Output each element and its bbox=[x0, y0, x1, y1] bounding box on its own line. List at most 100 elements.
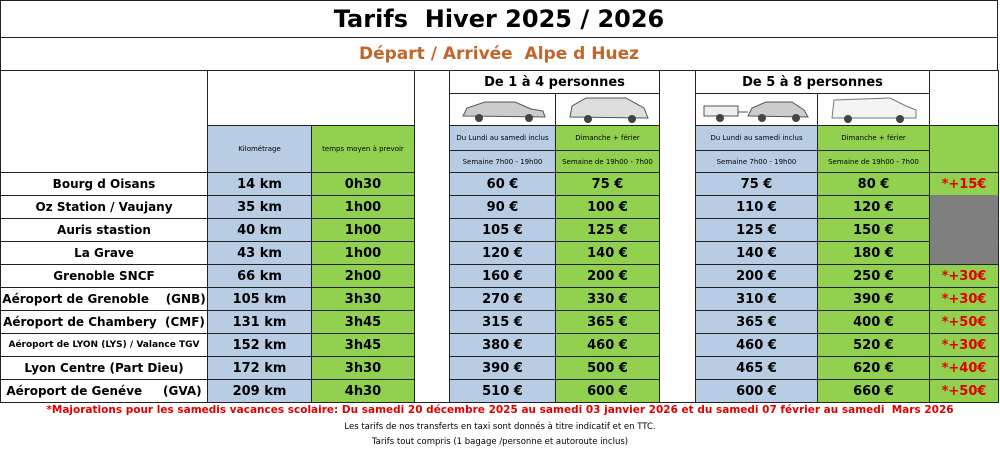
price: 75 € bbox=[695, 172, 818, 196]
destination: Aéroport de Genéve (GVA) bbox=[0, 379, 208, 403]
distance: 35 km bbox=[207, 195, 312, 219]
price: 120 € bbox=[449, 241, 556, 265]
duration: 1h00 bbox=[311, 218, 415, 242]
period-header: Semaine 7h00 - 19h00 bbox=[449, 150, 556, 173]
group-header: De 1 à 4 personnes bbox=[449, 70, 660, 94]
price: 520 € bbox=[817, 333, 930, 357]
footer-note: *Majorations pour les samedis vacances s… bbox=[46, 404, 954, 416]
destination: Aéroport de Grenoble (GNB) bbox=[0, 287, 208, 311]
car-sedan bbox=[462, 101, 546, 122]
duration: 0h30 bbox=[311, 172, 415, 196]
price: 510 € bbox=[449, 379, 556, 403]
distance: 105 km bbox=[207, 287, 312, 311]
price: 380 € bbox=[449, 333, 556, 357]
supplement: *+50€ bbox=[929, 379, 999, 403]
destination: Bourg d Oisans bbox=[0, 172, 208, 196]
price: 125 € bbox=[695, 218, 818, 242]
destination: Aéroport de LYON (LYS) / Valance TGV bbox=[0, 333, 208, 357]
distance: 152 km bbox=[207, 333, 312, 357]
column-header: Du Lundi au samedi inclus bbox=[695, 125, 818, 151]
duration: 3h45 bbox=[311, 310, 415, 334]
price: 200 € bbox=[555, 264, 660, 288]
column-header: Du Lundi au samedi inclus bbox=[449, 125, 556, 151]
price: 365 € bbox=[695, 310, 818, 334]
supplement: *+15€ bbox=[929, 172, 999, 196]
price: 460 € bbox=[555, 333, 660, 357]
price: 390 € bbox=[817, 287, 930, 311]
gap-column bbox=[659, 70, 696, 403]
duration: 1h00 bbox=[311, 241, 415, 265]
duration: 3h45 bbox=[311, 333, 415, 357]
group-header: De 5 à 8 personnes bbox=[695, 70, 930, 94]
supplement: *+50€ bbox=[929, 310, 999, 334]
price: 140 € bbox=[555, 241, 660, 265]
period-header: Semaine de 19h00 - 7h00 bbox=[555, 150, 660, 173]
price: 250 € bbox=[817, 264, 930, 288]
price: 80 € bbox=[817, 172, 930, 196]
duration: 4h30 bbox=[311, 379, 415, 403]
gap-column bbox=[414, 70, 450, 403]
footer-line: Les tarifs de nos transferts en taxi son… bbox=[344, 422, 656, 432]
supplement-empty bbox=[929, 195, 999, 219]
period-header: Semaine 7h00 - 19h00 bbox=[695, 150, 818, 173]
distance: 66 km bbox=[207, 264, 312, 288]
price: 390 € bbox=[449, 356, 556, 380]
period-header: Semaine de 19h00 - 7h00 bbox=[817, 150, 930, 173]
subtitle: Départ / Arrivée Alpe d Huez bbox=[0, 37, 998, 71]
header-blank bbox=[929, 125, 999, 173]
supplement-empty bbox=[929, 241, 999, 265]
header-blank bbox=[207, 70, 415, 126]
price: 365 € bbox=[555, 310, 660, 334]
column-header: Kilométrage bbox=[207, 125, 312, 173]
destination: Aéroport de Chambery (CMF) bbox=[0, 310, 208, 334]
destination: Lyon Centre (Part Dieu) bbox=[0, 356, 208, 380]
duration: 2h00 bbox=[311, 264, 415, 288]
price: 150 € bbox=[817, 218, 930, 242]
price: 270 € bbox=[449, 287, 556, 311]
supplement: *+40€ bbox=[929, 356, 999, 380]
distance: 131 km bbox=[207, 310, 312, 334]
title: Tarifs Hiver 2025 / 2026 bbox=[0, 0, 998, 38]
destination: Grenoble SNCF bbox=[0, 264, 208, 288]
price: 620 € bbox=[817, 356, 930, 380]
column-header: Dimanche + férier bbox=[817, 125, 930, 151]
distance: 40 km bbox=[207, 218, 312, 242]
vehicle-cell bbox=[449, 93, 556, 126]
price: 310 € bbox=[695, 287, 818, 311]
column-header: Dimanche + férier bbox=[555, 125, 660, 151]
car-minivan bbox=[569, 97, 649, 123]
column-header: temps moyen à prevoir bbox=[311, 125, 415, 173]
price: 110 € bbox=[695, 195, 818, 219]
price: 105 € bbox=[449, 218, 556, 242]
supplement: *+30€ bbox=[929, 287, 999, 311]
price: 330 € bbox=[555, 287, 660, 311]
duration: 1h00 bbox=[311, 195, 415, 219]
distance: 14 km bbox=[207, 172, 312, 196]
price: 90 € bbox=[449, 195, 556, 219]
price: 180 € bbox=[817, 241, 930, 265]
price: 160 € bbox=[449, 264, 556, 288]
price: 120 € bbox=[817, 195, 930, 219]
price: 600 € bbox=[695, 379, 818, 403]
destination: Oz Station / Vaujany bbox=[0, 195, 208, 219]
price: 140 € bbox=[695, 241, 818, 265]
price: 400 € bbox=[817, 310, 930, 334]
price: 75 € bbox=[555, 172, 660, 196]
price: 200 € bbox=[695, 264, 818, 288]
distance: 172 km bbox=[207, 356, 312, 380]
supplement: *+30€ bbox=[929, 333, 999, 357]
price: 465 € bbox=[695, 356, 818, 380]
destination: Auris stastion bbox=[0, 218, 208, 242]
vehicle-cell bbox=[695, 93, 818, 126]
duration: 3h30 bbox=[311, 356, 415, 380]
price: 500 € bbox=[555, 356, 660, 380]
supplement-empty bbox=[929, 218, 999, 242]
price: 460 € bbox=[695, 333, 818, 357]
duration: 3h30 bbox=[311, 287, 415, 311]
van bbox=[831, 97, 917, 123]
price: 100 € bbox=[555, 195, 660, 219]
footer-line: Tarifs tout compris (1 bagage /personne … bbox=[371, 437, 629, 447]
car-trailer bbox=[703, 101, 809, 122]
price: 60 € bbox=[449, 172, 556, 196]
